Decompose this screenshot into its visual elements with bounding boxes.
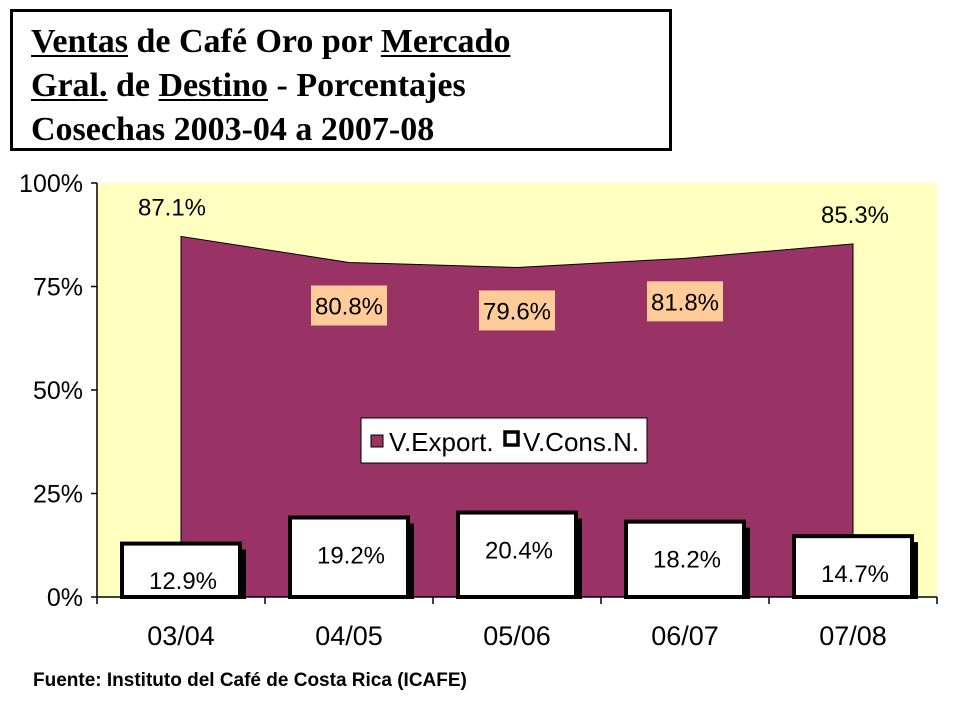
source-note: Fuente: Instituto del Café de Costa Rica… xyxy=(33,670,467,691)
title-line-2: Gral. de Destino - Porcentajes xyxy=(31,64,669,108)
y-tick-label: 0% xyxy=(47,584,83,612)
bar-value-label: 14.7% xyxy=(821,561,889,588)
title-word: Destino xyxy=(158,67,269,104)
y-tick-label: 25% xyxy=(33,481,83,509)
y-tick-label: 100% xyxy=(19,170,83,198)
x-tick-label: 05/06 xyxy=(483,621,551,651)
export-value-label: 87.1% xyxy=(138,194,206,221)
legend-label-cons: V.Cons.N. xyxy=(523,427,639,457)
x-tick-label: 03/04 xyxy=(147,621,215,651)
export-value-label: 81.8% xyxy=(651,289,719,316)
title-word: Cosechas 2003-04 a 2007-08 xyxy=(31,111,435,148)
x-tick-label: 06/07 xyxy=(651,621,719,651)
chart-title-box: Ventas de Café Oro por Mercado Gral. de … xyxy=(10,9,672,151)
bar-value-label: 20.4% xyxy=(485,538,553,565)
title-word: de xyxy=(107,67,159,104)
title-word: Ventas xyxy=(31,23,128,60)
x-tick-label: 07/08 xyxy=(819,621,887,651)
y-tick-label: 75% xyxy=(33,274,83,302)
y-tick-label: 50% xyxy=(33,377,83,405)
title-word: de Café Oro por xyxy=(128,23,381,60)
export-value-label: 79.6% xyxy=(483,298,551,325)
title-word: Mercado xyxy=(380,23,511,60)
x-tick-label: 04/05 xyxy=(315,621,383,651)
legend-label-export: V.Export. xyxy=(389,427,494,457)
export-label-box xyxy=(647,281,723,322)
bar-cons-nac xyxy=(792,534,914,600)
bar-cons-nac xyxy=(288,515,410,600)
title-word: Gral. xyxy=(31,67,108,104)
legend-swatch-cons xyxy=(503,430,520,447)
export-label-box xyxy=(479,290,555,331)
bar-value-label: 12.9% xyxy=(149,568,217,595)
export-label-box xyxy=(311,285,387,326)
title-line-3: Cosechas 2003-04 a 2007-08 xyxy=(31,108,669,152)
bar-value-label: 19.2% xyxy=(317,543,385,570)
bar-value-label: 18.2% xyxy=(653,547,721,574)
title-line-1: Ventas de Café Oro por Mercado xyxy=(31,20,669,64)
title-word: - Porcentajes xyxy=(268,67,466,104)
bar-cons-nac xyxy=(456,510,578,600)
export-value-label: 85.3% xyxy=(821,202,889,229)
export-value-label: 80.8% xyxy=(315,293,383,320)
legend-swatch-export xyxy=(370,434,384,448)
